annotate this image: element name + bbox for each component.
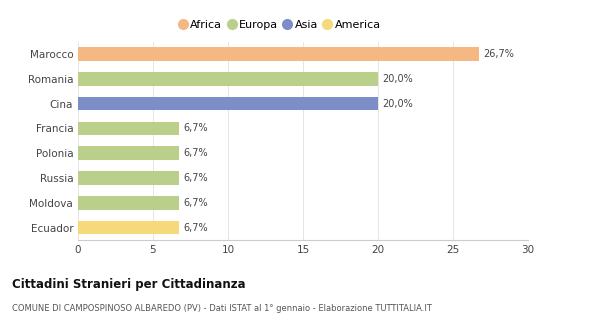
Text: 6,7%: 6,7% [183,173,208,183]
Bar [78,146,179,160]
Text: 6,7%: 6,7% [183,223,208,233]
Text: 20,0%: 20,0% [383,74,413,84]
Legend: Africa, Europa, Asia, America: Africa, Europa, Asia, America [178,17,383,33]
Text: COMUNE DI CAMPOSPINOSO ALBAREDO (PV) - Dati ISTAT al 1° gennaio - Elaborazione T: COMUNE DI CAMPOSPINOSO ALBAREDO (PV) - D… [12,304,432,313]
Text: 26,7%: 26,7% [483,49,514,59]
Text: 6,7%: 6,7% [183,148,208,158]
Bar [78,221,179,235]
Bar [78,122,179,135]
Text: 6,7%: 6,7% [183,198,208,208]
Bar [78,196,179,210]
Bar [78,97,378,110]
Text: Cittadini Stranieri per Cittadinanza: Cittadini Stranieri per Cittadinanza [12,278,245,292]
Bar [78,47,479,61]
Bar [78,72,378,86]
Text: 6,7%: 6,7% [183,124,208,133]
Bar [78,171,179,185]
Text: 20,0%: 20,0% [383,99,413,108]
